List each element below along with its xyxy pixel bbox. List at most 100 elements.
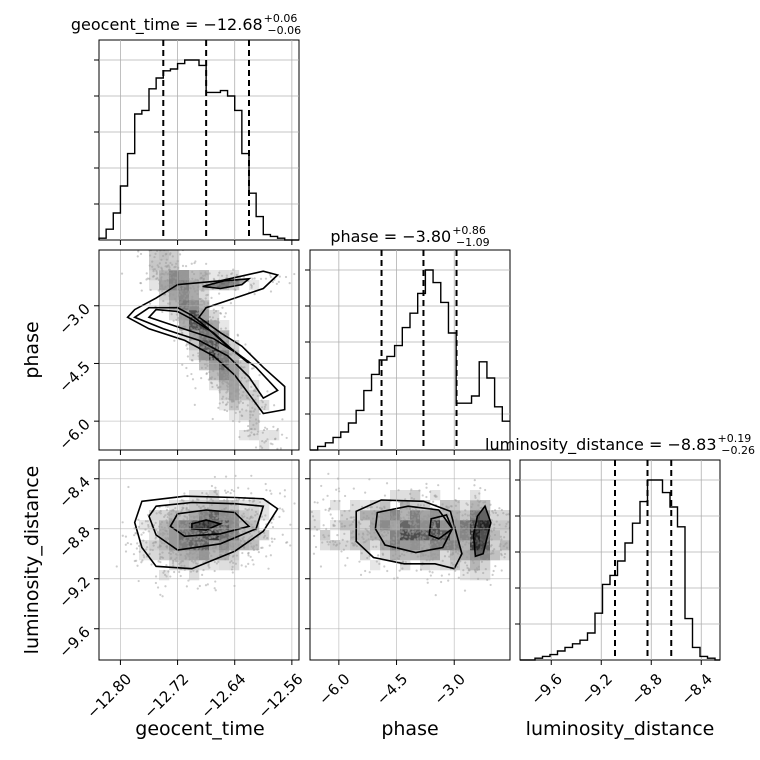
scatter-point — [198, 511, 201, 514]
scatter-point — [498, 545, 501, 548]
scatter-point — [365, 529, 369, 532]
scatter-point — [482, 501, 485, 504]
scatter-point — [280, 433, 284, 436]
scatter-point — [230, 568, 234, 571]
scatter-point — [166, 505, 169, 508]
density-cell — [209, 310, 220, 321]
scatter-point — [205, 372, 208, 376]
scatter-point — [212, 550, 215, 553]
scatter-point — [204, 366, 207, 370]
scatter-point — [168, 266, 171, 269]
scatter-point — [351, 530, 355, 533]
density-cell — [390, 490, 401, 501]
density-cell — [420, 530, 431, 541]
scatter-point — [461, 545, 464, 548]
scatter-point — [329, 513, 332, 516]
scatter-point — [192, 323, 195, 327]
scatter-point — [142, 539, 145, 542]
scatter-point — [254, 446, 258, 449]
scatter-point — [217, 386, 220, 389]
density-cell — [199, 550, 210, 561]
scatter-point — [476, 499, 479, 502]
scatter-point — [270, 521, 273, 524]
scatter-point — [369, 506, 372, 509]
scatter-point — [470, 505, 473, 509]
scatter-point — [321, 541, 324, 544]
scatter-point — [192, 272, 196, 276]
scatter-point — [208, 342, 211, 345]
scatter-point — [174, 297, 177, 300]
scatter-point — [419, 543, 422, 547]
x-tick-label: −6.0 — [315, 670, 353, 708]
scatter-point — [166, 524, 170, 527]
scatter-point — [323, 536, 326, 539]
scatter-point — [214, 530, 217, 533]
scatter-point — [389, 548, 393, 551]
scatter-point — [182, 322, 185, 325]
scatter-point — [170, 272, 173, 275]
density-cell — [209, 280, 220, 291]
scatter-point — [196, 327, 199, 330]
scatter-point — [153, 255, 156, 259]
scatter-point — [416, 534, 419, 537]
scatter-point — [215, 350, 218, 353]
scatter-point — [467, 522, 470, 525]
scatter-point — [164, 514, 167, 517]
scatter-point — [217, 356, 220, 359]
scatter-point — [182, 518, 185, 521]
scatter-point — [264, 482, 267, 486]
density-cell — [239, 530, 250, 541]
scatter-point — [400, 529, 403, 532]
scatter-point — [172, 564, 175, 567]
scatter-point — [220, 327, 223, 330]
scatter-point — [335, 543, 339, 546]
scatter-point — [174, 276, 178, 279]
scatter-point — [346, 556, 349, 560]
scatter-point — [211, 359, 214, 363]
scatter-point — [327, 534, 330, 537]
scatter-point — [415, 569, 418, 572]
scatter-point — [207, 511, 210, 514]
scatter-point — [438, 512, 441, 516]
scatter-point — [324, 508, 327, 511]
scatter-point — [503, 536, 506, 539]
scatter-point — [196, 556, 199, 559]
scatter-point — [92, 286, 94, 288]
density-cell — [420, 540, 431, 551]
density-cell — [420, 510, 431, 521]
scatter-point — [495, 520, 498, 523]
scatter-point — [137, 544, 141, 548]
scatter-point — [507, 521, 510, 524]
scatter-point — [214, 319, 217, 322]
scatter-point — [204, 584, 208, 587]
scatter-point — [186, 271, 189, 275]
scatter-point — [237, 486, 240, 489]
scatter-point — [121, 241, 123, 243]
scatter-point — [243, 528, 246, 531]
scatter-point — [203, 344, 206, 347]
scatter-point — [247, 562, 250, 565]
scatter-point — [417, 514, 420, 517]
scatter-point — [206, 293, 209, 296]
density-cell — [159, 530, 170, 541]
scatter-point — [473, 484, 476, 487]
scatter-point — [151, 548, 154, 552]
scatter-point — [178, 294, 181, 297]
density-cell — [400, 500, 411, 511]
scatter-point — [459, 526, 462, 529]
scatter-point — [210, 484, 214, 488]
scatter-point — [139, 281, 142, 285]
scatter-point — [440, 580, 443, 584]
scatter-point — [173, 570, 176, 574]
scatter-point — [243, 539, 246, 542]
scatter-point — [178, 276, 182, 280]
scatter-point — [203, 329, 206, 332]
scatter-point — [120, 272, 124, 275]
scatter-point — [225, 373, 229, 376]
scatter-point — [512, 531, 514, 533]
density-cell — [219, 510, 230, 521]
scatter-point — [454, 504, 457, 507]
scatter-point — [479, 500, 482, 503]
scatter-point — [380, 533, 384, 536]
scatter-point — [481, 539, 484, 542]
